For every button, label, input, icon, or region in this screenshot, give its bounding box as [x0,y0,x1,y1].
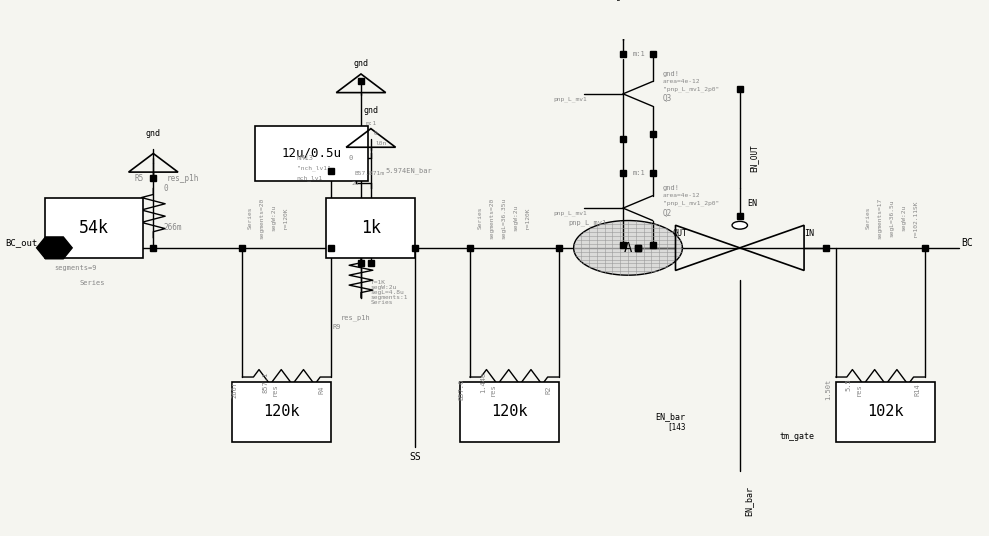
Text: 120k: 120k [264,404,300,419]
Text: gnd: gnd [363,106,379,115]
Text: 266r: 266r [231,381,237,398]
Text: Q2: Q2 [663,209,672,218]
Text: segments=17: segments=17 [877,197,882,239]
Text: 12u/0.5u: 12u/0.5u [282,147,341,160]
Text: gnd: gnd [353,59,369,68]
Text: Series: Series [478,207,483,229]
Text: OUT: OUT [673,229,688,238]
Text: m:1: m:1 [366,121,377,126]
Text: B57.6: B57.6 [459,379,465,400]
Text: segL=36.35u: segL=36.35u [501,197,506,239]
Text: segW:2u: segW:2u [901,205,906,231]
Text: gnd: gnd [615,0,631,1]
Text: pnp_L_mv1: pnp_L_mv1 [569,220,607,226]
Text: 2u: 2u [351,181,359,186]
Text: 5.5: 5.5 [846,378,852,391]
Text: SS: SS [409,451,421,461]
Polygon shape [37,237,72,259]
Text: segments=9: segments=9 [54,265,97,271]
Text: NM13: NM13 [297,155,314,161]
Text: segL=36.5u: segL=36.5u [889,199,894,237]
Text: 5.974EN_bar: 5.974EN_bar [386,168,432,174]
Text: area=4e-12: area=4e-12 [663,79,700,84]
Text: gnd!: gnd! [663,71,679,77]
Text: 266m: 266m [163,224,182,233]
Text: m:1: m:1 [633,51,646,57]
Text: 1.50t: 1.50t [825,379,831,400]
Text: r=120K: r=120K [283,207,288,229]
Text: R5: R5 [135,174,143,183]
Text: pnp_L_mv1: pnp_L_mv1 [554,210,587,216]
Text: 102k: 102k [867,404,903,419]
Text: res: res [855,383,861,396]
Text: [143: [143 [667,422,685,431]
Text: pnp_L_mv1: pnp_L_mv1 [554,96,587,102]
Text: segW:2u: segW:2u [371,285,398,290]
Text: res: res [490,383,495,396]
Text: Series: Series [865,207,870,229]
Text: B57.871m: B57.871m [354,171,384,176]
Text: Q3: Q3 [663,94,672,103]
Text: tm_gate: tm_gate [779,432,814,441]
Text: r=102.11SK: r=102.11SK [913,199,918,237]
Text: EN_bar: EN_bar [656,412,685,421]
Text: 0: 0 [163,184,168,193]
Text: res_p1h: res_p1h [166,174,199,183]
Text: res: res [272,383,278,396]
Bar [460,382,559,442]
Text: 0: 0 [374,131,378,136]
Text: segments=20: segments=20 [490,197,494,239]
Text: BC: BC [961,238,973,248]
Text: 120k: 120k [492,404,527,419]
Text: R9: R9 [332,324,341,330]
Bar [255,126,369,181]
Text: m:1: m:1 [633,170,646,176]
Text: r=1K: r=1K [371,280,386,285]
Bar [232,382,331,442]
Text: A: A [624,241,632,255]
Text: 0: 0 [349,155,353,161]
Text: EN_bar: EN_bar [745,486,754,516]
Text: R4: R4 [318,385,324,394]
Text: "pnp_L_mv1_2p0": "pnp_L_mv1_2p0" [663,86,719,92]
Bar [45,198,143,258]
Text: area=4e-12: area=4e-12 [663,193,700,198]
Text: "pnp_L_mv1_2p0": "pnp_L_mv1_2p0" [663,200,719,206]
Text: 857.1: 857.1 [262,371,268,392]
Text: segW:2u: segW:2u [271,205,276,231]
Bar [836,382,935,442]
Text: nch_lv1: nch_lv1 [297,175,323,181]
Text: 1k: 1k [361,219,381,237]
Text: Series: Series [79,280,105,286]
Text: segL=4.8u: segL=4.8u [371,290,405,295]
Text: l0n: l0n [376,141,387,146]
Text: Series: Series [247,207,252,229]
Text: 1.44e: 1.44e [480,371,486,392]
Text: BC_out: BC_out [5,239,38,248]
Circle shape [732,221,748,229]
Text: R2: R2 [546,385,552,394]
Text: Series: Series [371,300,394,305]
Text: EN_OUT: EN_OUT [750,145,759,172]
Text: IN: IN [804,229,814,238]
Polygon shape [574,220,682,275]
Text: segW:2u: segW:2u [513,205,518,231]
Text: gnd!: gnd! [663,185,679,191]
Text: 54k: 54k [79,219,109,237]
Text: r=120K: r=120K [525,207,530,229]
Text: res_p1h: res_p1h [341,314,371,321]
Bar [326,198,415,258]
Text: segments=20: segments=20 [259,197,264,239]
Text: EN: EN [748,199,758,207]
Text: gnd: gnd [145,129,161,138]
Text: segments:1: segments:1 [371,295,408,300]
Text: "nch_lv1": "nch_lv1" [297,166,330,171]
Text: R14: R14 [915,383,921,396]
